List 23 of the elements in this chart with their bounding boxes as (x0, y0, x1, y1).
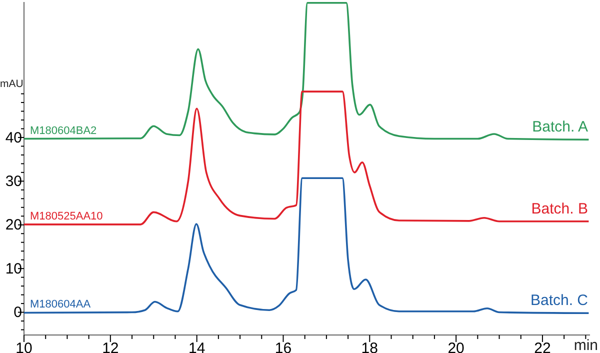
series-label: Batch. A (532, 118, 588, 136)
y-tick-label: 40 (5, 129, 22, 146)
x-tick-label: 16 (274, 340, 292, 353)
line-series (23, 2, 590, 141)
x-axis-title: min (574, 337, 598, 353)
series-label: Batch. B (531, 200, 588, 218)
y-tick-label: 20 (5, 216, 22, 234)
series-label: Batch. C (530, 292, 588, 310)
x-tick-label: 10 (16, 340, 32, 353)
line-series (23, 177, 590, 314)
line-series (23, 90, 590, 226)
x-tick-label: 12 (102, 340, 119, 353)
x-tick-label: 20 (448, 340, 464, 353)
annotation: M180604AA (30, 298, 92, 311)
y-tick-label: 10 (5, 260, 22, 278)
y-axis-title: mAU (0, 78, 24, 90)
x-tick-label: 18 (361, 340, 378, 353)
y-tick-label: 30 (5, 172, 22, 190)
annotation: M180604BA2 (30, 124, 97, 137)
annotation: M180525AA10 (30, 210, 103, 222)
x-tick-label: 22 (534, 340, 551, 353)
y-tick-label: 0 (14, 304, 22, 322)
x-tick-label: 14 (188, 340, 206, 353)
